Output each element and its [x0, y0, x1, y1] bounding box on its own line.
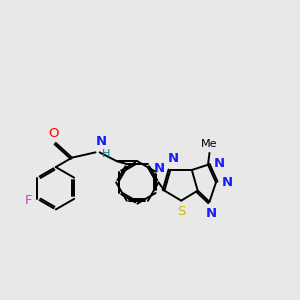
Text: N: N — [168, 152, 179, 165]
Text: N: N — [206, 207, 217, 220]
Text: O: O — [48, 127, 59, 140]
Text: N: N — [154, 162, 165, 175]
Text: Me: Me — [201, 140, 218, 149]
Text: S: S — [178, 205, 186, 218]
Text: N: N — [221, 176, 233, 189]
Text: H: H — [102, 149, 110, 159]
Text: N: N — [96, 135, 107, 148]
Text: N: N — [213, 157, 224, 170]
Text: F: F — [25, 194, 32, 207]
